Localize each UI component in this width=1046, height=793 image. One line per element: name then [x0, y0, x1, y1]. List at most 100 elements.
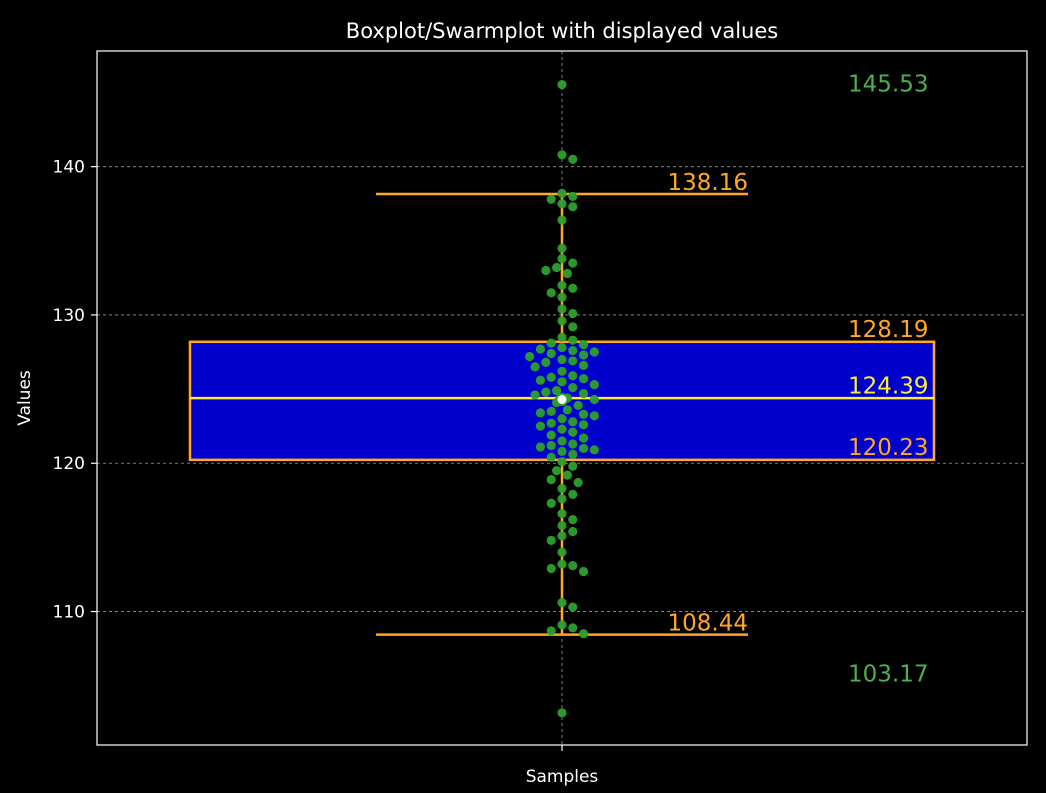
- data-point: [568, 514, 578, 525]
- data-point: [557, 188, 567, 198]
- data-point: [557, 332, 567, 342]
- data-point: [578, 340, 589, 350]
- label-max: 145.53: [848, 72, 928, 98]
- y-tick-label: 110: [53, 603, 85, 623]
- data-point: [530, 362, 540, 372]
- data-point: [546, 440, 556, 451]
- mean-marker: [555, 392, 569, 406]
- data-point: [573, 400, 583, 411]
- data-point: [589, 394, 599, 405]
- data-point: [535, 408, 546, 418]
- data-point: [557, 254, 567, 264]
- data-point: [589, 445, 599, 455]
- data-point: [546, 626, 556, 636]
- data-point: [568, 154, 578, 164]
- data-point: [557, 292, 567, 302]
- data-point: [578, 443, 589, 454]
- data-point: [578, 433, 589, 443]
- data-point: [568, 489, 578, 499]
- data-point: [546, 348, 556, 359]
- label-q1: 120.23: [848, 435, 928, 461]
- data-point: [546, 194, 556, 204]
- data-point: [568, 356, 578, 366]
- label-whisker-low: 108.44: [668, 611, 748, 637]
- data-point: [557, 243, 567, 253]
- data-point: [535, 375, 546, 385]
- label-min: 103.17: [848, 661, 928, 687]
- data-point: [568, 526, 578, 537]
- data-point: [578, 566, 589, 577]
- data-point: [535, 344, 546, 354]
- data-point: [557, 620, 567, 630]
- data-point: [568, 258, 578, 268]
- data-point: [546, 372, 556, 382]
- data-point: [557, 304, 567, 314]
- data-point: [568, 383, 578, 393]
- data-point: [535, 442, 546, 452]
- data-point: [568, 439, 578, 449]
- data-point: [578, 420, 589, 430]
- data-point: [557, 457, 567, 467]
- data-point: [557, 494, 567, 504]
- data-point: [541, 265, 551, 276]
- data-point: [568, 371, 578, 381]
- data-point: [546, 474, 556, 485]
- data-point: [557, 531, 567, 541]
- data-point: [578, 350, 589, 360]
- axes: 110 120 130 140: [53, 50, 1028, 751]
- data-point: [589, 411, 599, 421]
- label-whisker-high: 138.16: [668, 170, 748, 196]
- data-point: [546, 535, 556, 545]
- data-point: [568, 417, 578, 427]
- data-point: [568, 602, 578, 612]
- data-point: [589, 380, 599, 390]
- data-point: [541, 387, 551, 397]
- data-point: [557, 547, 567, 557]
- data-point: [557, 377, 567, 387]
- data-point: [578, 388, 589, 399]
- data-point: [568, 345, 578, 356]
- data-point: [568, 623, 578, 633]
- data-point: [557, 199, 567, 209]
- data-point: [546, 430, 556, 440]
- data-point: [568, 322, 578, 332]
- data-point: [557, 520, 567, 531]
- data-point: [562, 470, 572, 480]
- data-point: [557, 280, 567, 290]
- data-point: [578, 360, 589, 370]
- data-point: [557, 150, 567, 160]
- data-point: [546, 418, 556, 428]
- data-point: [578, 374, 589, 384]
- data-point: [557, 414, 567, 424]
- data-point: [573, 477, 583, 488]
- data-point: [546, 406, 556, 416]
- y-tick-label: 130: [53, 306, 85, 326]
- data-point: [568, 191, 578, 201]
- data-point: [578, 629, 589, 639]
- data-point: [546, 338, 556, 348]
- data-point: [557, 708, 567, 718]
- label-median: 124.39: [848, 373, 928, 399]
- data-point: [535, 421, 546, 431]
- data-point: [589, 347, 599, 357]
- data-point: [557, 215, 567, 225]
- data-point: [552, 466, 562, 476]
- label-q3: 128.19: [848, 317, 928, 343]
- data-point: [568, 560, 578, 571]
- data-point: [557, 366, 567, 376]
- data-point: [562, 405, 572, 415]
- data-point: [557, 316, 567, 326]
- data-point: [557, 509, 567, 519]
- data-point: [541, 357, 551, 368]
- data-point: [546, 563, 556, 574]
- value-labels: 145.53 138.16 128.19 124.39 120.23 108.44 103.…: [668, 72, 929, 688]
- data-point: [525, 351, 535, 362]
- data-point: [568, 202, 578, 212]
- x-axis-label: Samples: [526, 767, 599, 787]
- data-point: [557, 80, 567, 90]
- y-axis-label: Values: [15, 370, 35, 426]
- data-point: [562, 268, 572, 279]
- data-point: [568, 283, 578, 293]
- data-point: [568, 335, 578, 345]
